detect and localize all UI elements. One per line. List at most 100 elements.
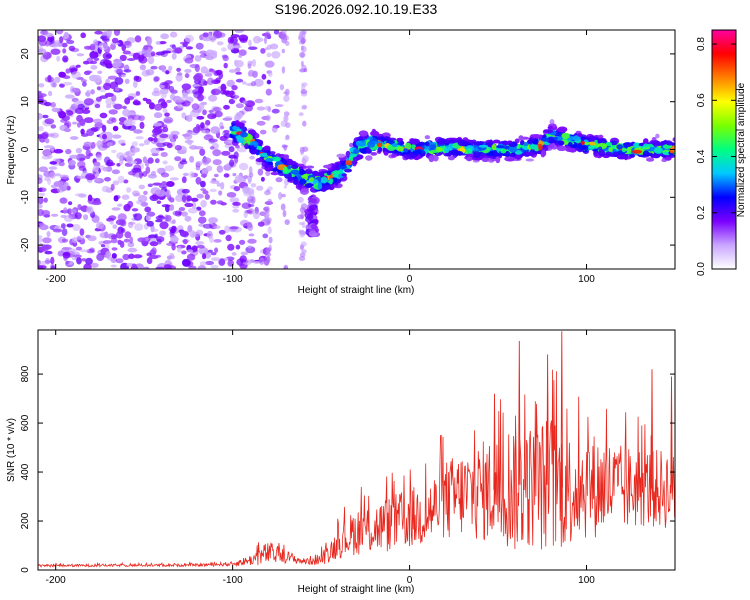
noise-blob — [72, 121, 78, 125]
noise-blob — [69, 136, 79, 140]
noise-blob — [66, 223, 74, 228]
colorbar-gradient — [711, 29, 737, 270]
noise-blob — [133, 192, 141, 197]
ridge-blob — [503, 145, 510, 149]
tail-blob — [306, 213, 314, 221]
spectrogram-xtick-label: 0 — [407, 274, 413, 285]
noise-blob — [184, 57, 194, 64]
tail-blob — [308, 230, 317, 236]
noise-blob — [104, 156, 111, 164]
streak-blob — [301, 221, 306, 229]
noise-blob — [181, 188, 190, 194]
streak-blob — [249, 155, 255, 160]
noise-blob — [266, 79, 272, 85]
noise-blob — [256, 120, 266, 126]
noise-blob — [186, 131, 193, 135]
noise-blob — [164, 112, 170, 117]
noise-blob — [200, 180, 206, 188]
ridge-blob — [481, 157, 490, 162]
ridge-blob — [651, 140, 660, 146]
noise-blob — [138, 184, 145, 190]
noise-blob — [99, 232, 109, 239]
noise-blob — [155, 51, 166, 56]
noise-blob — [93, 161, 101, 167]
noise-blob — [110, 42, 120, 46]
noise-blob — [81, 258, 87, 262]
noise-blob — [185, 46, 193, 50]
noise-blob — [260, 176, 265, 182]
noise-blob — [271, 125, 278, 133]
streak-blob — [299, 230, 305, 238]
noise-blob — [204, 193, 210, 200]
noise-blob — [179, 160, 188, 165]
noise-blob — [279, 84, 285, 91]
noise-blob — [38, 265, 44, 269]
noise-blob — [106, 30, 112, 37]
ridge-blob — [425, 141, 430, 147]
noise-blob — [76, 175, 87, 179]
ridge-blob — [493, 139, 501, 144]
noise-blob — [110, 238, 118, 244]
noise-blob — [123, 238, 130, 243]
noise-blob — [181, 112, 187, 119]
noise-blob — [52, 82, 57, 88]
noise-blob — [195, 166, 201, 171]
noise-blob — [116, 231, 124, 239]
ridge-blob — [428, 144, 437, 149]
noise-blob — [209, 188, 217, 193]
noise-blob — [38, 126, 44, 132]
noise-blob — [102, 59, 112, 66]
noise-blob — [97, 70, 103, 75]
noise-blob — [135, 76, 142, 83]
ridge-blob — [651, 137, 657, 142]
ridge-blob — [291, 164, 299, 170]
ridge-blob — [549, 119, 555, 125]
noise-blob — [63, 207, 68, 215]
noise-blob — [229, 159, 235, 167]
snr-peak — [670, 376, 673, 488]
noise-blob — [256, 185, 264, 191]
ridge-blob — [561, 132, 570, 140]
ridge-blob — [509, 148, 517, 153]
noise-blob — [135, 136, 144, 140]
noise-blob — [64, 182, 69, 187]
noise-blob — [223, 104, 230, 110]
noise-blob — [271, 108, 280, 114]
noise-blob — [260, 48, 266, 54]
noise-blob — [202, 223, 213, 229]
noise-blob — [38, 166, 48, 173]
noise-blob — [65, 148, 72, 155]
ridge-blob — [269, 151, 276, 155]
noise-blob — [131, 263, 137, 269]
noise-blob — [93, 57, 100, 61]
ridge-blob — [507, 140, 513, 144]
noise-blob — [184, 34, 194, 43]
noise-blob — [124, 97, 131, 105]
noise-blob — [131, 141, 138, 147]
noise-blob — [105, 250, 112, 259]
noise-blob — [184, 215, 192, 222]
noise-blob — [202, 32, 209, 38]
noise-blob — [238, 34, 249, 42]
noise-blob — [138, 56, 148, 64]
noise-blob — [253, 261, 261, 264]
noise-blob — [212, 107, 222, 112]
ridge-blob — [370, 152, 378, 156]
noise-blob — [71, 71, 81, 79]
streak-blob — [247, 71, 252, 77]
noise-blob — [259, 129, 267, 135]
ridge-blob — [467, 148, 473, 154]
noise-blob — [151, 247, 157, 255]
ridge-blob — [643, 143, 649, 148]
snr-peak — [560, 331, 563, 488]
noise-blob — [232, 45, 242, 49]
noise-blob — [200, 200, 207, 208]
noise-blob — [145, 69, 155, 76]
noise-blob — [50, 36, 55, 45]
ridge-blob — [345, 160, 353, 166]
noise-blob — [196, 244, 205, 249]
noise-blob — [86, 206, 94, 214]
noise-blob — [102, 166, 109, 172]
noise-blob — [111, 149, 117, 154]
streak-blob — [283, 94, 290, 102]
